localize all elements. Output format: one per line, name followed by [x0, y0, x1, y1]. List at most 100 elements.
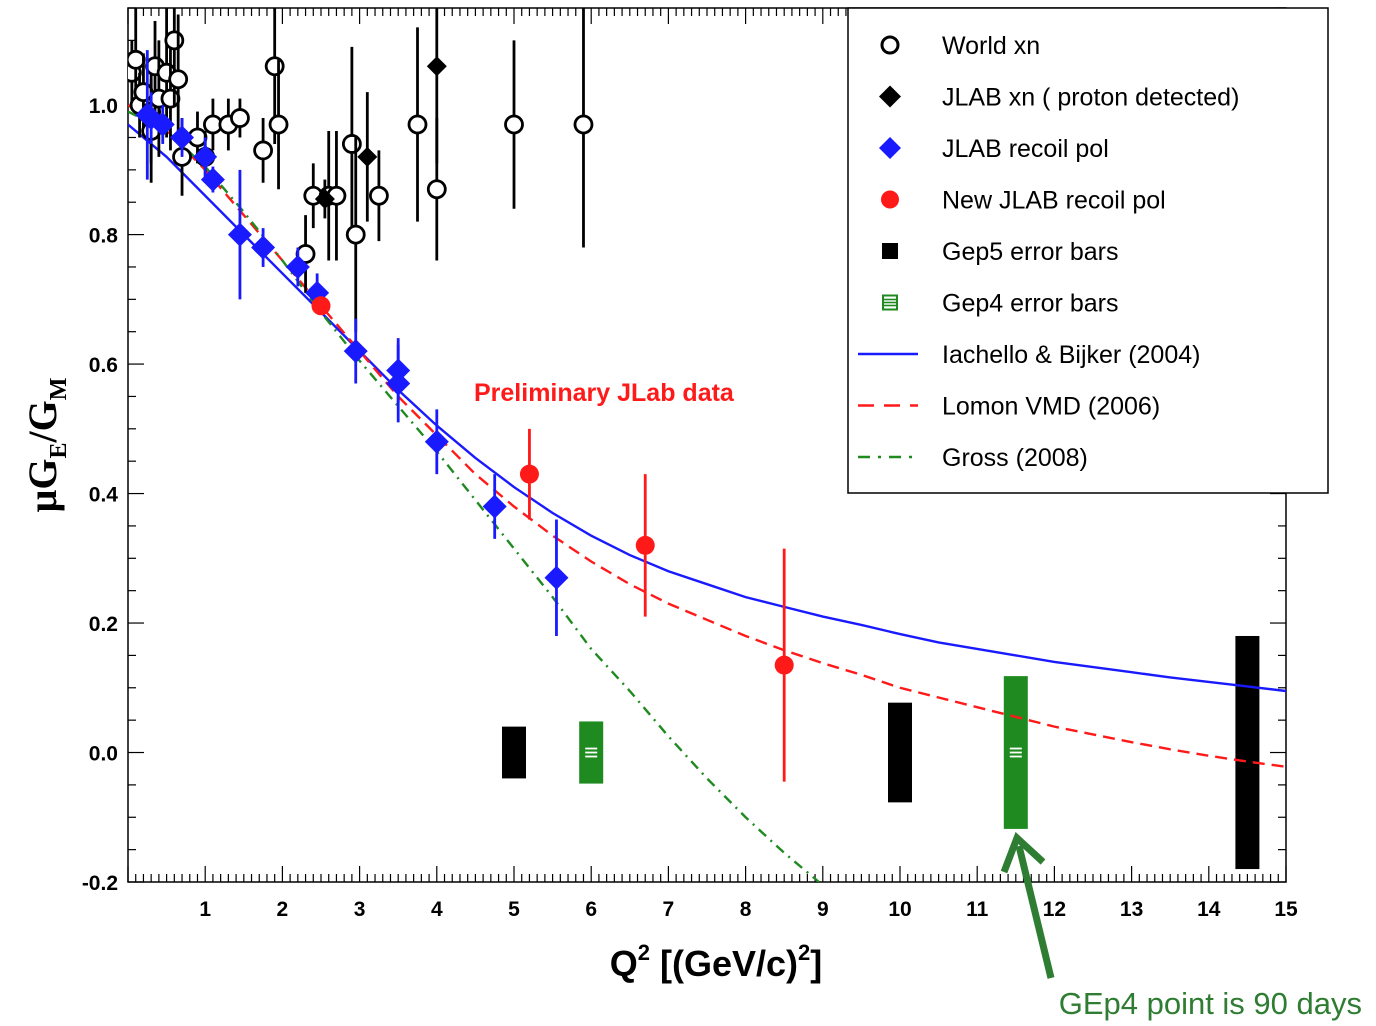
jlab-recoil-point — [251, 235, 276, 260]
legend-label: Gep4 error bars — [942, 290, 1118, 318]
legend-entry: Lomon VMD (2006) — [858, 393, 1160, 421]
plot-area — [128, 8, 1286, 882]
jlab-recoil-point — [170, 125, 195, 150]
y-tick-label: 0.6 — [89, 354, 118, 377]
x-tick-label: 12 — [1043, 898, 1066, 921]
legend-box — [847, 7, 1329, 494]
world-xn-point — [264, 56, 285, 77]
y-axis-title-mu: μ — [20, 489, 65, 512]
world-xn-point — [268, 114, 289, 135]
jlab-recoil-point — [193, 144, 218, 169]
gep5-error-bar — [1235, 635, 1260, 870]
world-xn-point — [253, 140, 274, 161]
world-xn-point — [504, 114, 524, 135]
legend-entry: New JLAB recoil pol — [881, 187, 1166, 215]
x-axis-title: Q2 [(GeV/c)2] — [610, 940, 823, 984]
gep4-arrow — [1000, 831, 1055, 979]
y-axis-title-sub-m: M — [46, 378, 72, 401]
x-tick-label: 14 — [1197, 898, 1221, 921]
world-xn-point — [368, 185, 389, 206]
x-tick-label: 4 — [431, 898, 443, 921]
x-axis-title-units-sup: 2 — [798, 940, 810, 965]
jlab-recoil-point — [200, 167, 225, 192]
y-tick-label: 0.4 — [89, 484, 119, 507]
curve-dashed — [128, 104, 1286, 768]
legend-marker-diamond — [879, 85, 901, 108]
legend-entry: Gep4 error bars — [882, 290, 1118, 318]
x-tick-label: 13 — [1120, 898, 1143, 921]
legend-label: JLAB recoil pol — [942, 135, 1109, 163]
legend-entry: JLAB recoil pol — [879, 135, 1109, 163]
jlab-recoil-point — [386, 371, 411, 396]
curve-dashdot — [128, 110, 820, 882]
world-xn-point — [230, 108, 250, 128]
x-tick-label: 1 — [199, 898, 211, 921]
jlab-recoil-point — [424, 429, 449, 454]
legend: World xn JLAB xn ( proton detected) JLAB r… — [847, 7, 1329, 494]
gep4-arrow-head — [1000, 831, 1046, 874]
legend-marker-diamond — [879, 137, 901, 159]
legend-marker-circle — [881, 190, 899, 209]
x-axis-title-q: Q — [610, 943, 638, 984]
x-tick-label: 10 — [888, 898, 911, 921]
preliminary-label: Preliminary JLab data — [474, 379, 735, 407]
world-xn-point — [426, 179, 447, 200]
y-tick-label: 0.8 — [89, 225, 119, 248]
jlab-recoil-point — [150, 112, 175, 137]
legend-label: Gep5 error bars — [942, 238, 1118, 266]
gep5-error-bar — [502, 726, 526, 779]
x-tick-label: 3 — [354, 898, 366, 921]
y-axis-title-sub-e: E — [46, 443, 72, 459]
y-axis-title-slash-g: /G — [20, 400, 65, 443]
x-tick-label: 5 — [508, 898, 520, 921]
legend-label: Iachello & Bijker (2004) — [942, 341, 1200, 369]
world-xn-point — [128, 49, 146, 70]
x-axis-title-sup: 2 — [638, 940, 650, 965]
jlab-recoil-point — [285, 254, 310, 279]
x-tick-label: 11 — [966, 898, 989, 921]
jlab-recoil-point — [227, 222, 252, 247]
y-tick-label: 1.0 — [89, 95, 118, 118]
new-jlab-point — [519, 464, 539, 484]
x-tick-label: 15 — [1274, 898, 1298, 921]
legend-entry: World xn — [880, 32, 1040, 60]
new-jlab-point — [635, 535, 655, 555]
world-xn-point — [341, 134, 362, 154]
x-tick-label: 6 — [585, 898, 597, 921]
legend-label: Gross (2008) — [942, 444, 1088, 472]
x-axis-title-close: ] — [810, 943, 822, 984]
y-tick-label: 0.2 — [89, 613, 118, 636]
new-jlab-point — [774, 655, 794, 675]
legend-label: World xn — [942, 32, 1040, 60]
legend-marker-square — [882, 243, 898, 259]
legend-label: New JLAB recoil pol — [942, 187, 1166, 215]
legend-entry: JLAB xn ( proton detected) — [879, 84, 1239, 112]
y-axis-title: μGE/GM — [20, 378, 72, 513]
world-xn-point — [168, 69, 189, 90]
jlab-xn-point — [426, 56, 447, 77]
y-tick-label: 0.0 — [89, 743, 118, 766]
new-jlab-point — [311, 296, 331, 316]
gep4-arrow-shaft — [1015, 845, 1055, 979]
world-xn-point — [407, 114, 428, 135]
jlab-xn-point — [357, 146, 378, 167]
world-xn-point — [573, 114, 594, 135]
legend-label: JLAB xn ( proton detected) — [942, 84, 1239, 112]
y-axis-title-g: G — [20, 459, 65, 490]
x-tick-label: 7 — [663, 898, 675, 921]
legend-marker-open-circle — [880, 35, 900, 55]
legend-entry: Gross (2008) — [858, 444, 1088, 472]
jlab-recoil-point — [139, 106, 164, 131]
jlab-recoil-point — [544, 565, 569, 590]
legend-label: Lomon VMD (2006) — [942, 393, 1160, 421]
world-xn-point — [164, 30, 185, 51]
legend-entry: Iachello & Bijker (2004) — [858, 341, 1200, 369]
gep4-annotation: GEp4 point is 90 days — [1059, 986, 1362, 1021]
jlab-xn-point — [314, 188, 335, 209]
gep5-error-bar — [888, 702, 912, 803]
x-tick-label: 8 — [740, 898, 752, 921]
x-axis-title-units: [(GeV/c) — [650, 943, 798, 984]
jlab-recoil-point — [482, 494, 507, 519]
x-tick-label: 2 — [277, 898, 289, 921]
